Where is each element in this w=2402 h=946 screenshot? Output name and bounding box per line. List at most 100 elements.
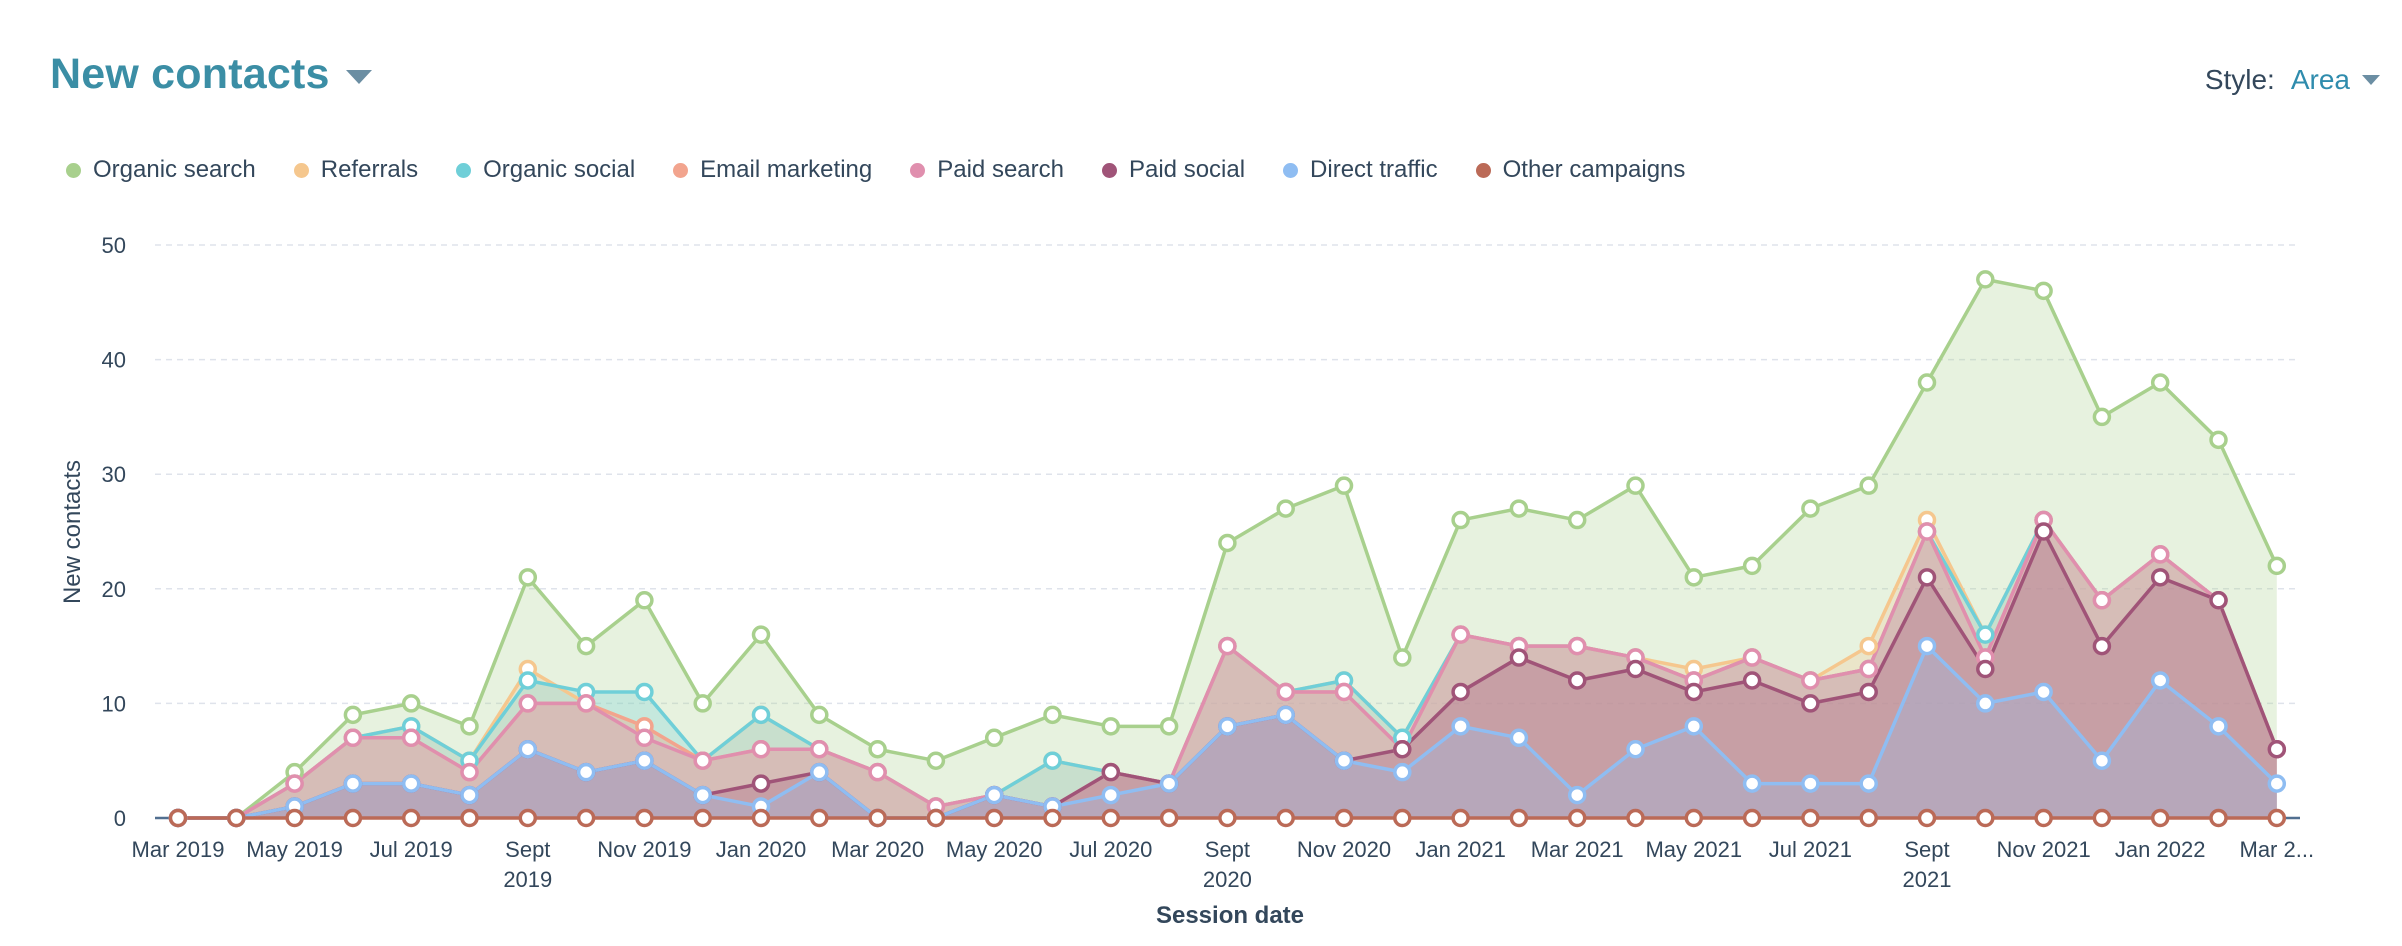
point-paid-search [576,694,596,713]
point-direct-traffic [1917,636,1937,656]
point-other-campaigns [1101,808,1121,828]
point-organic-search [810,705,829,725]
point-paid-search [1917,522,1937,541]
point-direct-traffic [1276,705,1295,725]
point-other-campaigns [168,808,188,828]
point-other-campaigns [2092,808,2112,828]
legend-label: Direct traffic [1310,156,1438,183]
point-paid-search [1276,682,1295,702]
legend-dot-icon [1101,162,1117,178]
legend-item[interactable]: Referrals [293,156,418,184]
point-direct-traffic [2150,671,2170,690]
point-direct-traffic [1976,694,1995,713]
x-tick-label: Mar 2... [2240,837,2315,862]
point-direct-traffic [1859,774,1878,793]
style-selector[interactable]: Style: Area [2205,64,2380,96]
x-tick-label: Jan 2022 [2115,837,2206,862]
point-paid-search [460,762,479,782]
point-organic-search [1451,510,1470,530]
point-organic-search [2150,373,2170,392]
point-paid-search [810,739,829,759]
legend-dot-icon [293,162,309,178]
point-direct-traffic [1159,774,1179,793]
x-tick-label: Mar 2021 [1531,837,1624,862]
chart-title-dropdown[interactable]: New contacts [50,50,372,99]
point-direct-traffic [693,785,712,805]
point-direct-traffic [1451,717,1470,736]
y-tick-label: 0 [114,806,126,831]
point-paid-social [2092,636,2112,656]
point-direct-traffic [1509,728,1529,748]
style-caret-down-icon[interactable] [2362,75,2380,85]
point-direct-traffic [1393,762,1412,782]
point-other-campaigns [518,808,538,828]
point-other-campaigns [1567,808,1587,828]
point-paid-search [1742,648,1762,667]
point-organic-search [1626,476,1645,495]
legend-dot-icon [910,162,926,178]
point-direct-traffic [1334,751,1354,770]
area-organic-social [178,520,2277,818]
point-direct-traffic [2267,774,2287,793]
point-other-campaigns [1742,808,1762,828]
point-organic-search [401,694,421,713]
point-other-campaigns [343,808,363,828]
legend-item[interactable]: Other campaigns [1475,156,1685,184]
area-referrals [178,520,2277,818]
legend-dot-icon [1283,162,1299,178]
legend-item[interactable]: Organic search [66,156,256,184]
x-tick-label: Sept [1904,837,1949,862]
point-organic-search [1218,533,1237,553]
point-direct-traffic [1218,717,1237,736]
legend-item[interactable]: Paid search [910,156,1064,184]
x-tick-label: Sept [1205,837,1250,862]
x-tick-label: Mar 2020 [831,837,924,862]
point-organic-social [1976,625,1995,644]
x-tick-label: May 2019 [246,837,343,862]
point-other-campaigns [1218,808,1237,828]
point-paid-search [518,694,538,713]
point-direct-traffic [576,762,596,782]
area-email-marketing [178,520,2277,818]
point-organic-search [1334,476,1354,495]
x-tick-label: 2020 [1203,867,1252,892]
legend-label: Paid social [1128,156,1246,183]
legend-dot-icon [673,162,689,178]
point-organic-search [343,705,363,725]
point-paid-social [1684,682,1704,702]
point-other-campaigns [1159,808,1179,828]
point-other-campaigns [751,808,771,828]
point-paid-social [751,774,771,793]
point-organic-search [518,568,538,587]
y-tick-label: 10 [102,691,126,716]
point-paid-search [693,751,712,770]
point-other-campaigns [1917,808,1937,828]
point-other-campaigns [635,808,654,828]
point-direct-traffic [810,762,829,782]
point-paid-social [1859,682,1878,702]
legend-item[interactable]: Email marketing [673,156,872,184]
style-value[interactable]: Area [2290,64,2350,95]
point-other-campaigns [1393,808,1412,828]
point-direct-traffic [2092,751,2112,770]
point-other-campaigns [984,808,1004,828]
point-paid-social [2267,739,2287,759]
title-caret-down-icon[interactable] [345,69,372,84]
point-organic-search [984,728,1004,748]
area-paid-social [178,531,2277,818]
legend-item[interactable]: Organic social [456,156,635,184]
x-tick-label: May 2021 [1645,837,1742,862]
point-organic-search [1684,568,1704,587]
legend-item[interactable]: Paid social [1101,156,1246,184]
point-other-campaigns [2150,808,2170,828]
point-direct-traffic [460,785,479,805]
point-organic-search [1101,717,1121,736]
point-paid-search [1334,682,1354,702]
legend-item[interactable]: Direct traffic [1283,156,1438,184]
point-paid-search [1218,636,1237,656]
point-other-campaigns [576,808,596,828]
point-other-campaigns [1684,808,1704,828]
x-tick-label: Jul 2019 [370,837,453,862]
point-organic-search [926,751,946,770]
x-tick-label: Jul 2020 [1069,837,1152,862]
